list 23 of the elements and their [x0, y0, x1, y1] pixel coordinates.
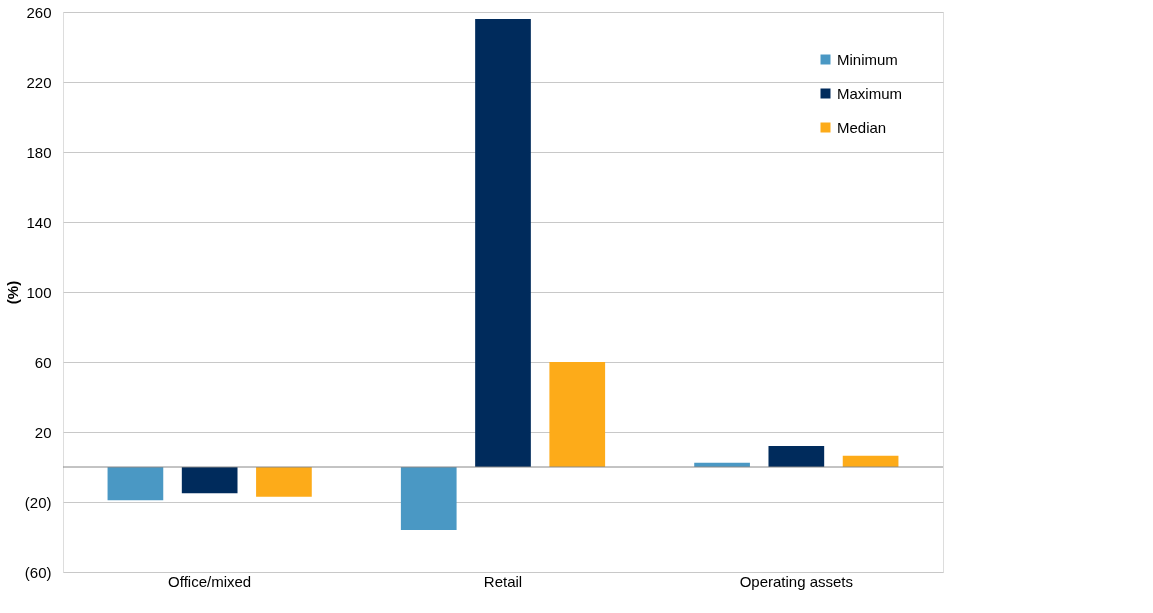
x-tick-label: Operating assets [739, 572, 854, 590]
bar [256, 467, 312, 497]
bar [107, 467, 164, 501]
y-tick-label: 20 [34, 423, 52, 441]
y-tick-label: 100 [26, 283, 52, 301]
y-tick-label: (60) [24, 563, 52, 581]
x-tick-label: Retail [483, 572, 523, 590]
legend-label: Median [837, 118, 887, 136]
bar [768, 446, 825, 467]
legend-label: Maximum [837, 84, 903, 102]
y-tick-label: 260 [26, 3, 52, 21]
y-tick-label: 220 [26, 73, 52, 91]
y-tick-label: 140 [26, 213, 52, 231]
bar [181, 467, 238, 494]
y-axis-title: (%) [3, 280, 21, 305]
bar [400, 467, 457, 530]
bar [475, 19, 531, 467]
y-tick-label: 180 [26, 143, 52, 161]
bar [549, 362, 606, 467]
x-tick-label: Office/mixed [168, 572, 252, 590]
y-tick-label: (20) [24, 493, 52, 511]
y-tick-label: 60 [34, 353, 52, 371]
legend-label: Minimum [837, 50, 898, 68]
